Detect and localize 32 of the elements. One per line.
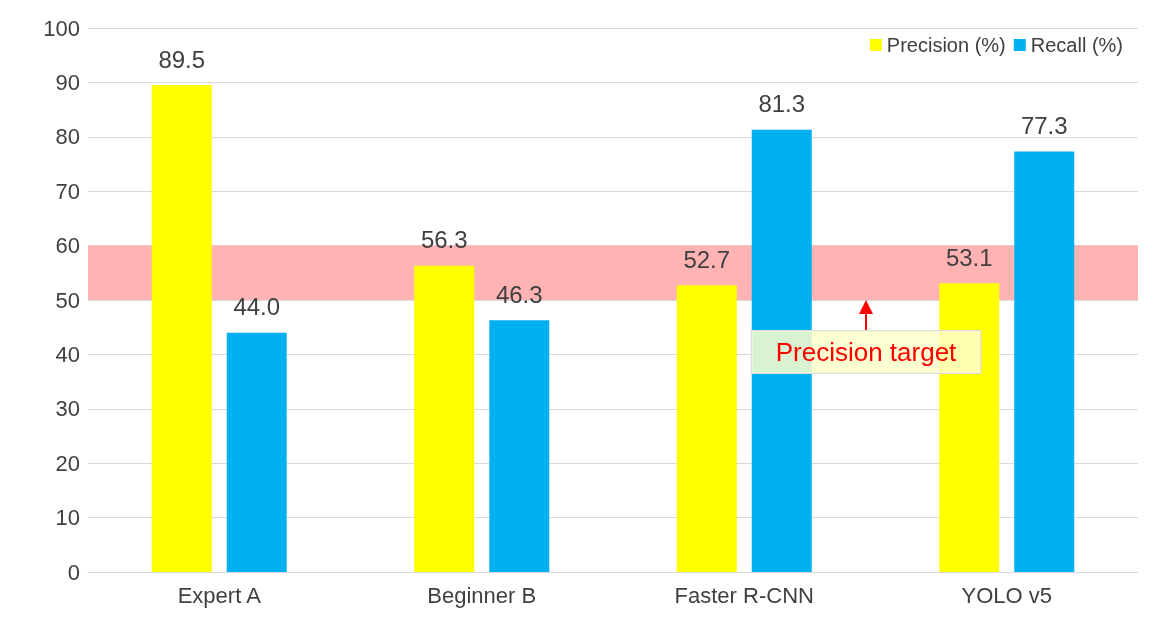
band-label: Precision target xyxy=(775,337,958,367)
bar xyxy=(676,285,737,572)
bar xyxy=(151,85,212,572)
x-tick-label: Beginner B xyxy=(427,582,537,608)
y-tick-label: 60 xyxy=(55,233,80,259)
data-label: 53.1 xyxy=(945,243,993,271)
y-tick-label: 90 xyxy=(55,69,80,95)
data-label: 77.3 xyxy=(1020,111,1068,139)
bar xyxy=(1014,151,1075,572)
legend-label: Recall (%) xyxy=(1030,34,1124,56)
data-label: 56.3 xyxy=(420,226,468,254)
bar xyxy=(414,265,475,572)
data-label: 46.3 xyxy=(495,280,543,308)
y-tick-label: 80 xyxy=(55,124,80,150)
y-tick-label: 30 xyxy=(55,396,80,422)
y-tick-label: 100 xyxy=(43,15,80,41)
bar xyxy=(226,332,287,572)
data-label: 89.5 xyxy=(158,45,206,73)
y-tick-label: 70 xyxy=(55,178,80,204)
y-tick-label: 10 xyxy=(55,505,80,531)
y-tick-label: 50 xyxy=(55,287,80,313)
x-tick-label: YOLO v5 xyxy=(961,582,1052,608)
data-label: 52.7 xyxy=(683,245,731,273)
x-tick-label: Expert A xyxy=(177,582,262,608)
legend-label: Precision (%) xyxy=(886,34,1006,56)
data-label: 81.3 xyxy=(758,90,806,118)
y-tick-label: 0 xyxy=(67,559,80,585)
x-tick-label: Faster R-CNN xyxy=(674,582,814,608)
y-tick-label: 20 xyxy=(55,450,80,476)
data-label: 44.0 xyxy=(233,293,281,321)
y-tick-label: 40 xyxy=(55,341,80,367)
bar xyxy=(489,320,550,572)
